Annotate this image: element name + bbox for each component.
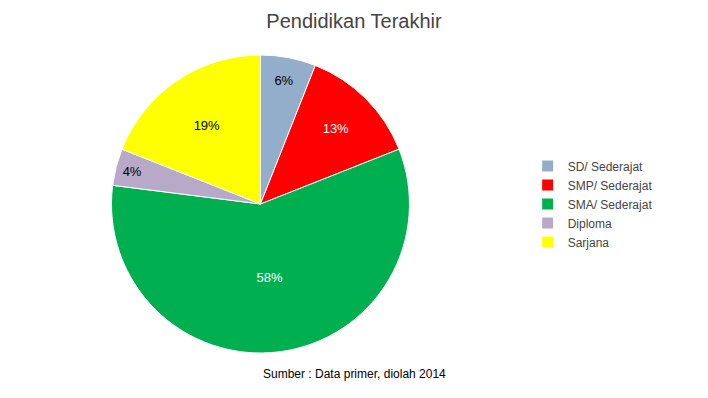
svg-text:19%: 19% <box>194 118 220 133</box>
svg-text:SD/ Sederajat: SD/ Sederajat <box>568 160 643 174</box>
svg-text:Sarjana: Sarjana <box>568 236 610 250</box>
svg-text:13%: 13% <box>323 121 349 136</box>
svg-text:4%: 4% <box>123 164 142 179</box>
svg-text:Pendidikan Terakhir: Pendidikan Terakhir <box>266 10 442 32</box>
svg-text:6%: 6% <box>274 73 293 88</box>
svg-text:SMP/ Sederajat: SMP/ Sederajat <box>568 179 653 193</box>
svg-text:Sumber : Data primer, diolah 2: Sumber : Data primer, diolah 2014 <box>263 367 446 381</box>
svg-text:58%: 58% <box>257 270 283 285</box>
svg-text:SMA/ Sederajat: SMA/ Sederajat <box>568 198 653 212</box>
svg-text:Diploma: Diploma <box>568 217 612 231</box>
